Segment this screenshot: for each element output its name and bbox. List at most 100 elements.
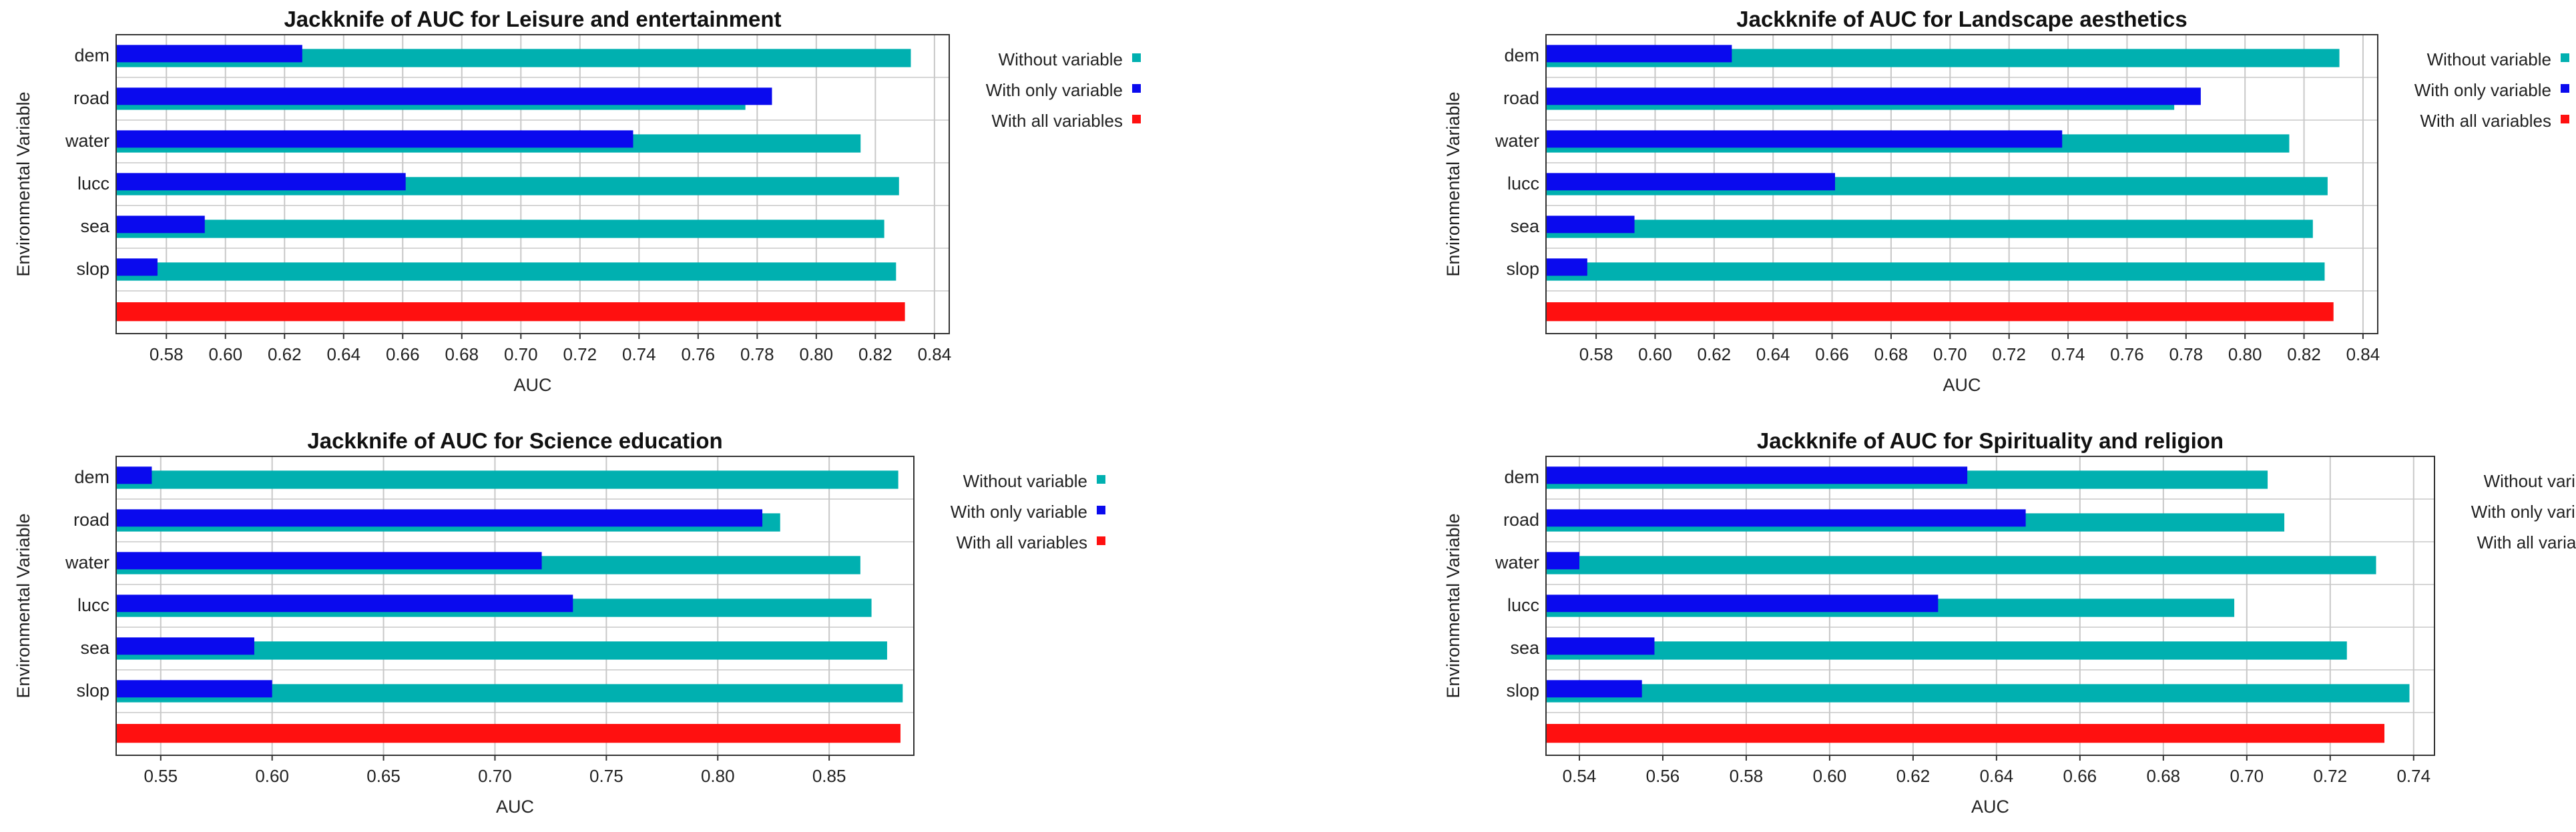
legend-label: With only variable [951, 502, 1087, 522]
category-label-slop: slop [1506, 681, 1539, 701]
x-tick-label: 0.56 [1646, 766, 1680, 786]
x-tick-label: 0.60 [255, 766, 289, 786]
category-label-water: water [65, 131, 109, 151]
bar-with-only-sea [116, 216, 205, 234]
x-tick-label: 0.68 [445, 344, 479, 364]
bar-with-only-dem [1546, 466, 1968, 484]
legend-label: Without variable [2484, 471, 2576, 491]
bar-with-only-water [116, 552, 542, 570]
category-label-slop: slop [1506, 259, 1539, 279]
x-tick-label: 0.75 [589, 766, 623, 786]
x-tick-label: 0.76 [682, 344, 716, 364]
chart-panel-3: Jackknife of AUC for Science education de… [13, 428, 1105, 817]
x-tick-label: 0.84 [2346, 344, 2380, 364]
x-tick-label: 0.70 [478, 766, 512, 786]
x-tick-label: 0.68 [2147, 766, 2181, 786]
category-label-road: road [1503, 88, 1539, 108]
chart-panel-2: Jackknife of AUC for Landscape aesthetic… [1443, 7, 2569, 395]
x-axis-label: AUC [1971, 797, 2009, 817]
category-label-sea: sea [1510, 216, 1540, 236]
category-label-sea: sea [1510, 638, 1540, 658]
x-tick-label: 0.78 [740, 344, 774, 364]
category-label-road: road [73, 88, 109, 108]
category-label-lucc: lucc [77, 595, 109, 615]
x-tick-label: 0.62 [1698, 344, 1732, 364]
legend-swatch [1132, 53, 1141, 62]
y-axis-label: Environmental Variable [13, 513, 33, 698]
plot-frame [1545, 34, 2378, 334]
bar-with-only-lucc [1546, 594, 1939, 612]
category-label-sea: sea [80, 638, 110, 658]
x-tick-label: 0.84 [918, 344, 952, 364]
legend-swatch [2561, 115, 2569, 123]
x-tick-label: 0.80 [701, 766, 735, 786]
plot-frame [115, 456, 915, 756]
x-tick-label: 0.70 [2230, 766, 2264, 786]
x-tick-label: 0.72 [1992, 344, 2026, 364]
legend-swatch [1097, 506, 1105, 514]
bar-with-only-lucc [116, 173, 406, 191]
plot-frame [1545, 456, 2435, 756]
chart-title: Jackknife of AUC for Landscape aesthetic… [1736, 7, 2187, 31]
x-tick-label: 0.80 [800, 344, 834, 364]
x-tick-label: 0.60 [1638, 344, 1672, 364]
chart-title: Jackknife of AUC for Leisure and enterta… [284, 7, 781, 31]
bar-with-only-sea [116, 637, 254, 655]
x-axis-label: AUC [513, 375, 551, 395]
bar-with-only-sea [1546, 216, 1635, 234]
x-tick-label: 0.60 [1813, 766, 1847, 786]
x-tick-label: 0.66 [1815, 344, 1849, 364]
bar-with-only-sea [1546, 637, 1655, 655]
bar-with-only-dem [1546, 45, 1732, 63]
x-tick-label: 0.64 [326, 344, 360, 364]
category-label-slop: slop [76, 259, 109, 279]
x-tick-label: 0.62 [268, 344, 302, 364]
y-axis-label: Environmental Variable [1443, 513, 1463, 698]
bar-with-only-slop [116, 258, 158, 276]
legend-swatch [1097, 475, 1105, 484]
x-tick-label: 0.66 [2063, 766, 2097, 786]
x-tick-label: 0.78 [2169, 344, 2203, 364]
bar-without-slop [1546, 684, 2410, 703]
category-label-dem: dem [1504, 467, 1539, 487]
bar-with-only-water [1546, 552, 1579, 570]
bar-without-sea [1546, 220, 2313, 238]
x-axis-label: AUC [1943, 375, 1981, 395]
legend-label: Without variable [2427, 49, 2551, 69]
x-tick-label: 0.60 [208, 344, 242, 364]
legend-swatch [1132, 115, 1141, 123]
bar-with-only-slop [116, 680, 272, 698]
y-axis-label: Environmental Variable [1443, 91, 1463, 276]
x-tick-label: 0.72 [563, 344, 597, 364]
legend-label: With only variable [986, 80, 1123, 100]
category-label-dem: dem [1504, 45, 1539, 65]
legend-label: Without variable [999, 49, 1123, 69]
bar-with-all-variables [1546, 302, 2334, 322]
category-label-lucc: lucc [1507, 595, 1539, 615]
legend-swatch [1097, 536, 1105, 545]
bar-without-slop [116, 262, 896, 281]
x-tick-label: 0.70 [504, 344, 538, 364]
x-axis-label: AUC [496, 797, 534, 817]
legend-swatch [2561, 84, 2569, 93]
bar-with-only-road [116, 509, 763, 527]
plot-frame [115, 34, 950, 334]
bar-without-sea [116, 220, 884, 238]
bar-with-only-lucc [116, 594, 573, 612]
bar-without-water [1546, 556, 2376, 574]
x-tick-label: 0.58 [150, 344, 184, 364]
bar-with-only-water [1546, 130, 2063, 148]
x-tick-label: 0.54 [1563, 766, 1597, 786]
chart-panel-1: Jackknife of AUC for Leisure and enterta… [13, 7, 1141, 395]
bar-with-only-slop [1546, 258, 1587, 276]
x-tick-label: 0.82 [2287, 344, 2321, 364]
bar-with-only-dem [116, 45, 302, 63]
legend-label: Without variable [963, 471, 1087, 491]
category-label-lucc: lucc [1507, 173, 1539, 193]
x-tick-label: 0.85 [812, 766, 846, 786]
category-label-slop: slop [76, 681, 109, 701]
chart-title: Jackknife of AUC for Spirituality and re… [1757, 428, 2224, 453]
category-label-road: road [1503, 510, 1539, 530]
bar-with-only-road [1546, 87, 2201, 105]
category-label-water: water [65, 552, 109, 572]
